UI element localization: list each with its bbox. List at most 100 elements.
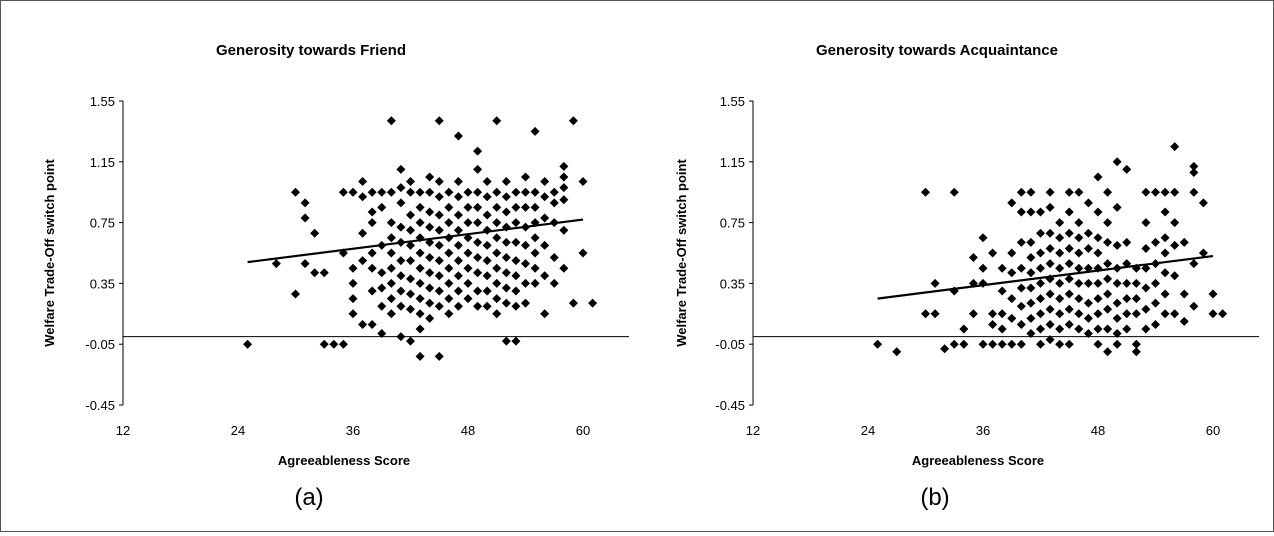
data-point [1208,289,1218,299]
data-point [1122,324,1132,334]
data-point [511,218,521,228]
data-point [243,339,253,349]
data-point [559,263,569,273]
data-point [406,210,415,220]
data-point [396,183,406,193]
data-point [453,301,463,311]
data-point [959,324,969,334]
data-point [1189,167,1199,177]
data-point [300,198,310,208]
data-point [444,278,454,288]
data-point [521,298,530,308]
data-point [1036,248,1045,258]
data-point [1045,202,1055,212]
data-point [949,339,959,349]
y-tick-label: -0.05 [85,337,115,352]
data-point [1036,207,1045,217]
data-point [473,237,483,247]
data-point [1093,172,1103,182]
data-point [521,202,530,212]
data-point [1055,278,1065,288]
data-point [415,202,425,212]
data-point [1208,309,1218,319]
data-point [511,271,521,281]
data-point [1045,319,1055,329]
data-point [1093,339,1103,349]
data-point [425,298,435,308]
data-point [377,187,387,197]
data-point [492,218,502,228]
chart-panel-b: Generosity towards Acquaintance Welfare … [674,42,1259,511]
scatter-points-b [873,142,1228,357]
data-point [1007,339,1017,349]
data-point [1036,263,1045,273]
data-point [559,161,569,171]
data-point [358,228,368,238]
data-point [501,253,511,263]
data-point [396,286,406,296]
data-point [511,301,521,311]
data-point [473,301,483,311]
data-point [501,177,511,187]
data-point [1074,263,1084,273]
data-point [968,253,978,263]
data-point [444,202,454,212]
data-point [367,187,377,197]
y-tick-label: -0.05 [715,337,745,352]
data-point [549,278,559,288]
data-point [1016,187,1026,197]
data-point [1083,329,1093,339]
data-point [978,233,988,243]
y-tick-label: 0.35 [720,276,745,291]
data-point [492,278,502,288]
data-point [1064,304,1074,314]
y-tick-label: 1.15 [720,155,745,170]
data-point [406,240,415,250]
data-point [549,253,559,263]
data-point [386,294,396,304]
data-point [1016,237,1026,247]
data-point [444,263,454,273]
data-point [367,286,377,296]
data-point [367,263,377,273]
data-point [501,336,511,346]
data-point [1218,309,1228,319]
data-point [1131,309,1141,319]
data-point [386,263,396,273]
data-point [1160,289,1170,299]
data-point [453,210,463,220]
data-point [415,218,425,228]
data-point [473,218,483,228]
data-point [300,259,310,269]
data-point [1026,237,1036,247]
data-point [396,256,406,266]
data-point [1093,309,1103,319]
data-point [530,233,540,243]
data-point [988,248,998,258]
y-tick-label: 0.75 [720,216,745,231]
data-point [1141,187,1151,197]
data-point [1103,187,1113,197]
data-point [463,202,473,212]
data-point [473,146,483,156]
data-point [415,309,425,319]
data-point [521,172,530,182]
data-point [386,278,396,288]
data-point [1045,228,1055,238]
data-point [988,319,998,329]
data-point [492,202,502,212]
data-point [348,263,358,273]
data-point [501,207,511,217]
data-point [1083,263,1093,273]
data-point [1026,313,1036,323]
data-point [453,192,463,202]
data-point [1083,313,1093,323]
data-point [367,248,377,258]
data-point [406,304,415,314]
data-point [1045,289,1055,299]
data-point [358,319,368,329]
data-point [434,256,444,266]
data-point [434,116,444,126]
data-point [396,164,406,174]
